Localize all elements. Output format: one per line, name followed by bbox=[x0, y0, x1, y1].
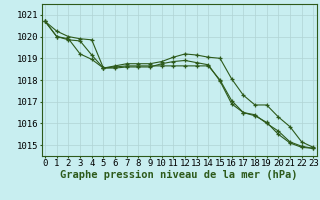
X-axis label: Graphe pression niveau de la mer (hPa): Graphe pression niveau de la mer (hPa) bbox=[60, 170, 298, 180]
